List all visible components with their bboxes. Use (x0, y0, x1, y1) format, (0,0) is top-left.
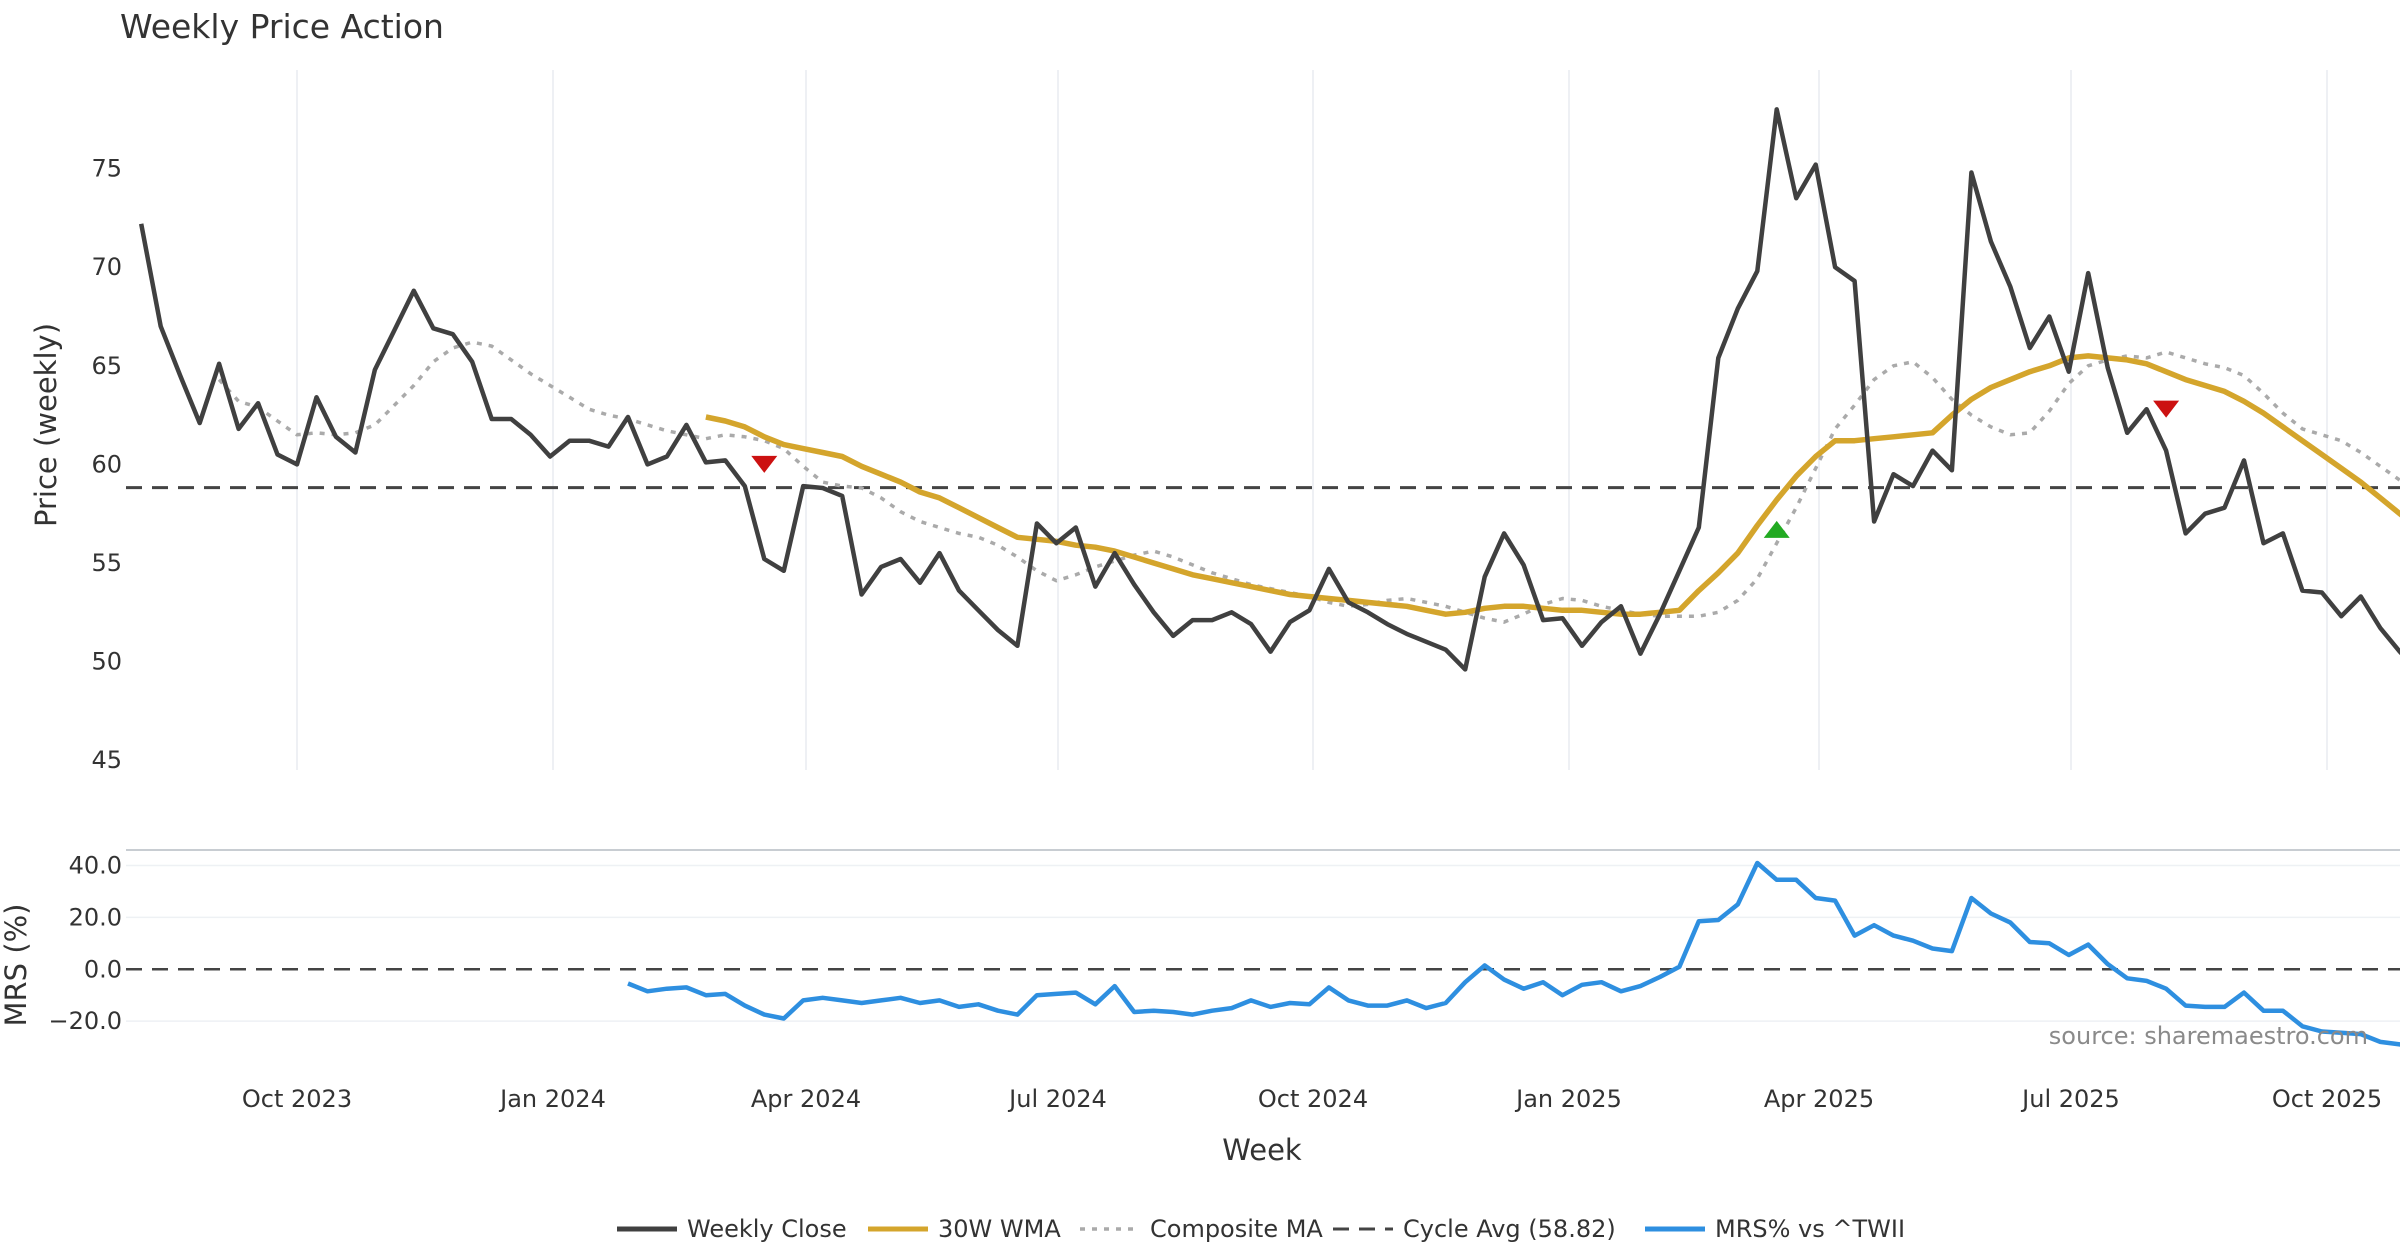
legend-label: 30W WMA (938, 1215, 1061, 1243)
sell-signal-marker (2153, 400, 2180, 418)
weekly-close-line (138, 107, 2400, 672)
reference-lines (126, 486, 2400, 971)
price-y-tick-label: 55 (91, 549, 122, 577)
sell-signal-marker (751, 455, 778, 473)
legend: Weekly Close 30W WMA Composite MA Cycle Avg… (617, 1215, 1905, 1243)
price-y-tick-label: 45 (91, 746, 122, 774)
x-tick-label: Apr 2024 (751, 1085, 861, 1113)
buy-signal-marker (1763, 520, 1790, 538)
source-note: source: sharemaestro.com (2049, 1022, 2368, 1050)
price-y-tick-label: 60 (91, 450, 122, 478)
x-tick-label: Oct 2023 (242, 1085, 352, 1113)
legend-label: MRS% vs ^TWII (1715, 1215, 1905, 1243)
price-y-tick-label: 70 (91, 253, 122, 281)
mrs-y-tick-label: 0.0 (84, 955, 122, 983)
wma-30w-line (705, 353, 2400, 617)
legend-label: Weekly Close (687, 1215, 847, 1243)
x-tick-label: Oct 2025 (2272, 1085, 2382, 1113)
x-axis-title: Week (1222, 1133, 1302, 1167)
grid-layer (126, 70, 2400, 1022)
x-tick-label: Jan 2024 (498, 1085, 606, 1113)
series-layer (138, 107, 2400, 1047)
x-tick-label: Jan 2025 (1514, 1085, 1622, 1113)
mrs-y-tick-label: −20.0 (48, 1007, 122, 1035)
price-axis-title: Price (weekly) (29, 323, 63, 527)
x-tick-label: Apr 2025 (1764, 1085, 1874, 1113)
chart-title: Weekly Price Action (120, 7, 444, 46)
mrs-y-tick-label: 40.0 (69, 852, 122, 880)
x-tick-label: Jul 2024 (1007, 1085, 1107, 1113)
x-tick-label: Jul 2025 (2020, 1085, 2120, 1113)
legend-label: Composite MA (1150, 1215, 1323, 1243)
legend-label: Cycle Avg (58.82) (1403, 1215, 1616, 1243)
price-y-tick-label: 75 (91, 155, 122, 183)
mrs-y-tick-label: 20.0 (69, 903, 122, 931)
x-tick-label: Oct 2024 (1258, 1085, 1368, 1113)
price-y-tick-label: 65 (91, 352, 122, 380)
mrs-axis-title: MRS (%) (0, 904, 33, 1027)
signal-markers (751, 400, 2180, 538)
composite-ma-line (217, 340, 2400, 624)
price-y-tick-label: 50 (91, 648, 122, 676)
axis-layer: Oct 2023 Jan 2024 Apr 2024 Jul 2024 Oct 2024… (48, 155, 2382, 1113)
mrs-line (627, 860, 2400, 1047)
